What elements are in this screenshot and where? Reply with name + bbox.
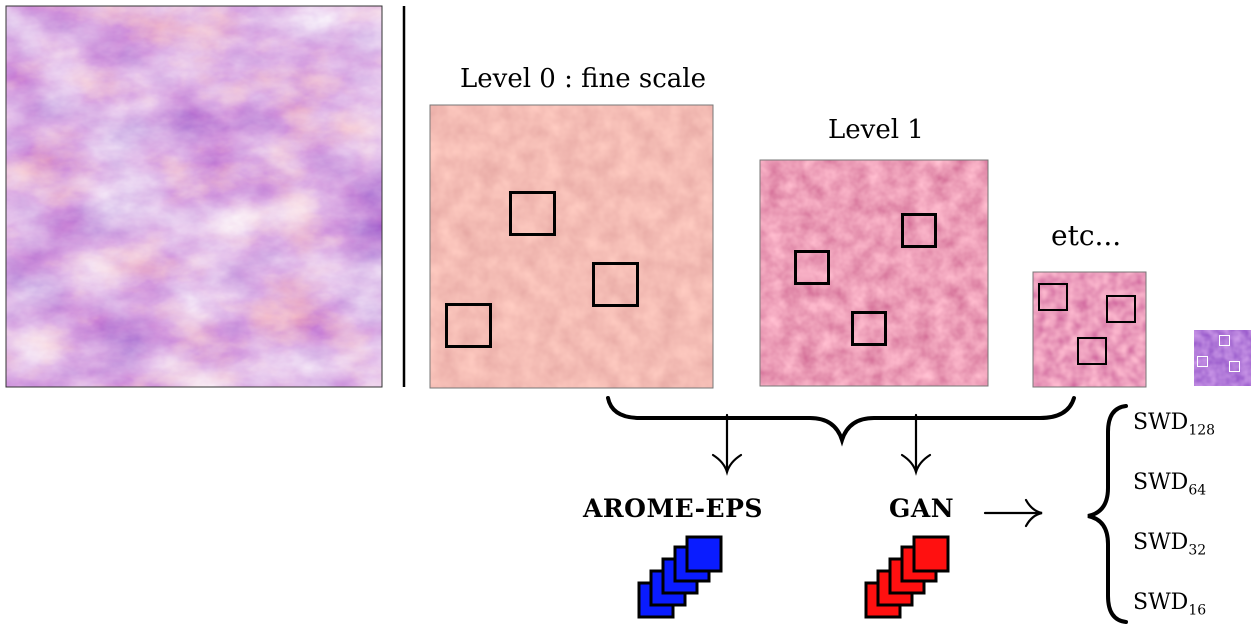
arrow-to-swd xyxy=(983,498,1043,528)
level1-image xyxy=(760,160,988,386)
gan-label: GAN xyxy=(889,494,955,523)
level0-patch xyxy=(509,191,556,236)
gan-ensemble-stack xyxy=(864,535,950,619)
level0-image xyxy=(430,105,713,388)
level1-patch xyxy=(901,213,937,248)
level3-patch xyxy=(1219,335,1230,346)
arome-ensemble-stack xyxy=(637,535,723,619)
swd-item: SWD128 xyxy=(1133,410,1216,439)
weather-field-image xyxy=(6,6,382,387)
swd-item: SWD16 xyxy=(1133,590,1207,619)
level1-patch xyxy=(794,250,830,285)
level0-patch xyxy=(592,262,639,307)
swd-brace xyxy=(1087,404,1128,624)
levels-brace xyxy=(606,396,1076,447)
arrow-to-gan xyxy=(900,413,932,476)
arome-label: AROME-EPS xyxy=(583,494,763,523)
level1-patch xyxy=(851,311,887,346)
level3-patch xyxy=(1229,361,1240,372)
level2-patch xyxy=(1106,295,1136,323)
arrow-to-arome xyxy=(711,413,743,476)
level2-patch xyxy=(1038,283,1068,311)
level0-label: Level 0 : fine scale xyxy=(460,64,706,94)
level1-label: Level 1 xyxy=(828,115,924,145)
level3-image xyxy=(1194,330,1251,386)
etc-label: etc... xyxy=(1051,219,1122,252)
level2-image xyxy=(1033,272,1146,387)
level0-patch xyxy=(445,303,492,348)
swd-item: SWD64 xyxy=(1133,470,1207,499)
level2-patch xyxy=(1077,337,1107,365)
swd-item: SWD32 xyxy=(1133,530,1207,559)
level3-patch xyxy=(1197,356,1208,367)
